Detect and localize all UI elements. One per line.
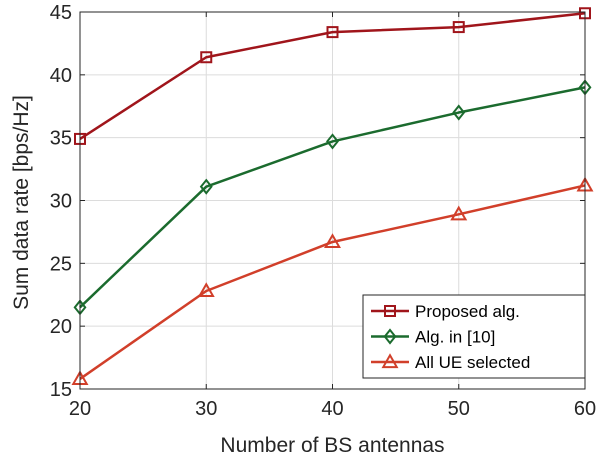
legend-label: Proposed alg. [415,302,520,321]
series-3 [71,176,594,386]
y-tick-label: 40 [50,65,72,87]
data-point [199,178,213,195]
data-point [324,233,341,249]
y-tick-label: 15 [50,379,72,401]
legend-item: Alg. in [10] [371,328,495,347]
y-tick-label: 35 [50,128,72,150]
data-point [326,133,339,150]
data-point [450,205,468,221]
y-axis-label: Sum data rate [bps/Hz] [10,95,33,310]
y-tick-label: 25 [50,253,72,275]
data-point [326,26,339,39]
series-line [79,184,586,380]
data-point [197,282,215,298]
legend-item: All UE selected [371,353,530,372]
legend-marker [381,353,399,369]
x-tick-label: 20 [69,398,91,420]
x-tick-label: 60 [574,398,596,420]
data-point [452,21,465,34]
x-axis-label: Number of BS antennas [220,434,444,457]
legend-label: Alg. in [10] [415,328,495,347]
y-tick-label: 30 [50,191,72,213]
series-line [79,86,586,309]
legend: Proposed alg. Alg. in [10] All UE selected [362,294,586,379]
x-tick-label: 30 [195,398,217,420]
legend-marker [383,328,397,345]
legend-label: All UE selected [415,353,530,372]
x-tick-label: 40 [321,398,343,420]
plot-frame [79,11,586,390]
y-tick-label: 45 [50,2,72,24]
legend-marker [384,305,396,317]
y-tick-label: 20 [50,316,72,338]
x-tick-label: 50 [448,398,470,420]
legend-item: Proposed alg. [371,302,520,321]
data-point [452,104,466,121]
data-point [200,51,213,64]
series-line [79,12,586,140]
